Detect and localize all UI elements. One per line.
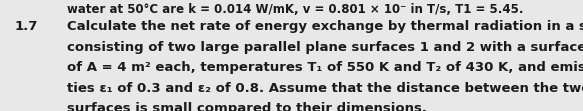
Text: of A = 4 m² each, temperatures T₁ of 550 K and T₂ of 430 K, and emissivi-: of A = 4 m² each, temperatures T₁ of 550… bbox=[67, 61, 583, 74]
Text: 1.7: 1.7 bbox=[15, 20, 38, 33]
Text: Calculate the net rate of energy exchange by thermal radiation in a system: Calculate the net rate of energy exchang… bbox=[67, 20, 583, 33]
Text: surfaces is small compared to their dimensions.: surfaces is small compared to their dime… bbox=[67, 102, 427, 111]
Text: consisting of two large parallel plane surfaces 1 and 2 with a surface area: consisting of two large parallel plane s… bbox=[67, 41, 583, 54]
Text: water at 50°C are k = 0.014 W/mK, v = 0.801 × 10⁻ in T/s, T1 = 5.45.: water at 50°C are k = 0.014 W/mK, v = 0.… bbox=[67, 3, 524, 16]
Text: ties ε₁ of 0.3 and ε₂ of 0.8. Assume that the distance between the two plane: ties ε₁ of 0.3 and ε₂ of 0.8. Assume tha… bbox=[67, 82, 583, 95]
